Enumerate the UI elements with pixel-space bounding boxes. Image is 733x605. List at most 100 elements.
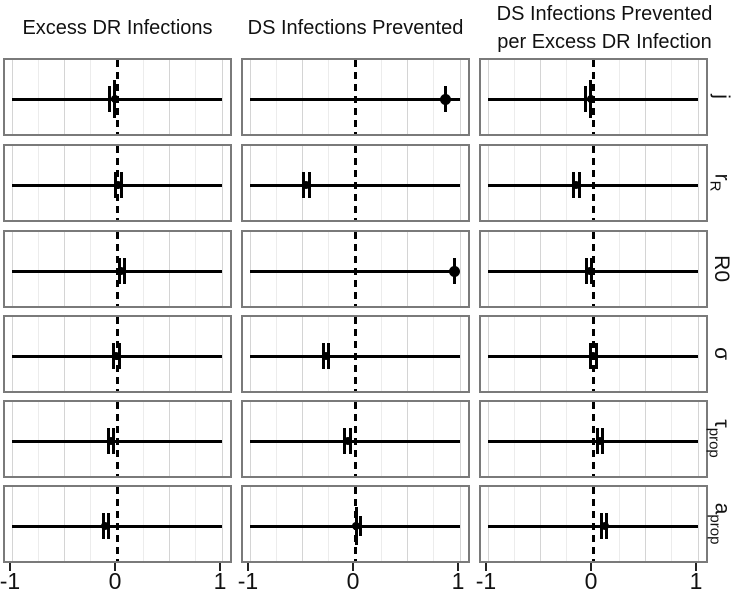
range-line bbox=[488, 439, 698, 443]
gridline-major bbox=[697, 232, 699, 306]
gridline-minor bbox=[37, 146, 39, 220]
gridline-major bbox=[407, 317, 408, 391]
gridline-minor bbox=[328, 232, 330, 306]
column-title-ds-infections-prevented: DS Infections Prevented bbox=[247, 17, 464, 39]
gridline-major bbox=[487, 487, 489, 561]
gridline-major bbox=[221, 402, 223, 476]
gridline-major bbox=[302, 317, 303, 391]
point-marker bbox=[449, 265, 461, 277]
gridline-minor bbox=[328, 487, 330, 561]
gridline-minor bbox=[618, 487, 620, 561]
row-label-text: j bbox=[710, 94, 733, 100]
x-axis-tick bbox=[457, 563, 459, 571]
x-axis-tick bbox=[219, 563, 221, 571]
x-axis-label: 1 bbox=[213, 568, 227, 594]
gridline-major bbox=[459, 402, 461, 476]
gridline-minor bbox=[328, 402, 330, 476]
gridline-minor bbox=[380, 146, 382, 220]
gridline-minor bbox=[566, 232, 568, 306]
gridline-major bbox=[697, 317, 699, 391]
gridline-minor bbox=[142, 317, 144, 391]
range-line bbox=[488, 524, 698, 528]
gridline-minor bbox=[90, 146, 92, 220]
gridline-major bbox=[459, 60, 461, 134]
gridline-major bbox=[540, 60, 541, 134]
gridline-minor bbox=[618, 232, 620, 306]
gridline-major bbox=[169, 487, 170, 561]
gridline-major bbox=[169, 317, 170, 391]
gridline-minor bbox=[566, 317, 568, 391]
gridline-minor bbox=[566, 60, 568, 134]
gridline-minor bbox=[275, 317, 277, 391]
gridline-major bbox=[459, 487, 461, 561]
point-marker bbox=[586, 95, 595, 103]
gridline-major bbox=[221, 232, 223, 306]
gridline-major bbox=[11, 317, 13, 391]
gridline-minor bbox=[671, 487, 673, 561]
gridline-major bbox=[221, 487, 223, 561]
gridline-major bbox=[540, 487, 541, 561]
panel-r-col2 bbox=[241, 144, 470, 222]
panel-j-col2 bbox=[241, 58, 470, 136]
zero-reference-line bbox=[591, 402, 595, 476]
gridline-major bbox=[487, 232, 489, 306]
zero-reference-line bbox=[353, 232, 357, 306]
gridline-minor bbox=[195, 232, 197, 306]
gridline-major bbox=[645, 60, 646, 134]
gridline-minor bbox=[195, 317, 197, 391]
point-marker bbox=[111, 352, 120, 360]
gridline-major bbox=[169, 146, 170, 220]
gridline-major bbox=[459, 317, 461, 391]
row-label-tau-prop: τprop bbox=[706, 400, 733, 478]
gridline-major bbox=[169, 60, 170, 134]
gridline-major bbox=[169, 402, 170, 476]
gridline-major bbox=[645, 487, 646, 561]
gridline-minor bbox=[37, 232, 39, 306]
point-marker bbox=[301, 181, 310, 189]
x-axis-tick bbox=[247, 563, 249, 571]
gridline-minor bbox=[195, 487, 197, 561]
row-label-text: a bbox=[710, 503, 733, 515]
point-marker bbox=[596, 437, 605, 445]
gridline-major bbox=[540, 317, 541, 391]
gridline-minor bbox=[433, 487, 435, 561]
column-title-excess-dr-infections: Excess DR Infections bbox=[22, 17, 213, 39]
x-axis-tick bbox=[485, 563, 487, 571]
gridline-major bbox=[249, 487, 251, 561]
gridline-minor bbox=[275, 146, 277, 220]
gridline-minor bbox=[142, 402, 144, 476]
gridline-minor bbox=[195, 402, 197, 476]
row-label-sigma: σ bbox=[706, 315, 733, 393]
gridline-minor bbox=[195, 146, 197, 220]
panel-r-col1 bbox=[3, 144, 232, 222]
gridline-minor bbox=[433, 60, 435, 134]
point-marker bbox=[589, 352, 597, 360]
panel-τ-col3 bbox=[479, 400, 708, 478]
gridline-major bbox=[221, 60, 223, 134]
column-title-ds-per-excess-dr: DS Infections Prevented per Excess DR In… bbox=[496, 3, 713, 53]
gridline-major bbox=[64, 402, 65, 476]
range-line bbox=[250, 354, 460, 358]
gridline-major bbox=[459, 146, 461, 220]
gridline-minor bbox=[433, 402, 435, 476]
range-line bbox=[250, 183, 460, 187]
zero-reference-line bbox=[353, 317, 357, 391]
x-axis-label: 0 bbox=[346, 568, 360, 594]
point-marker bbox=[572, 181, 581, 189]
gridline-major bbox=[697, 146, 699, 220]
gridline-major bbox=[64, 317, 65, 391]
gridline-minor bbox=[275, 487, 277, 561]
gridline-major bbox=[645, 402, 646, 476]
point-marker bbox=[439, 93, 451, 105]
gridline-major bbox=[64, 487, 65, 561]
gridline-minor bbox=[380, 487, 382, 561]
panel-τ-col2 bbox=[241, 400, 470, 478]
gridline-minor bbox=[90, 317, 92, 391]
range-line bbox=[12, 524, 222, 528]
x-axis-label: 1 bbox=[451, 568, 465, 594]
gridline-major bbox=[221, 146, 223, 220]
gridline-minor bbox=[618, 402, 620, 476]
gridline-minor bbox=[328, 146, 330, 220]
gridline-major bbox=[302, 487, 303, 561]
